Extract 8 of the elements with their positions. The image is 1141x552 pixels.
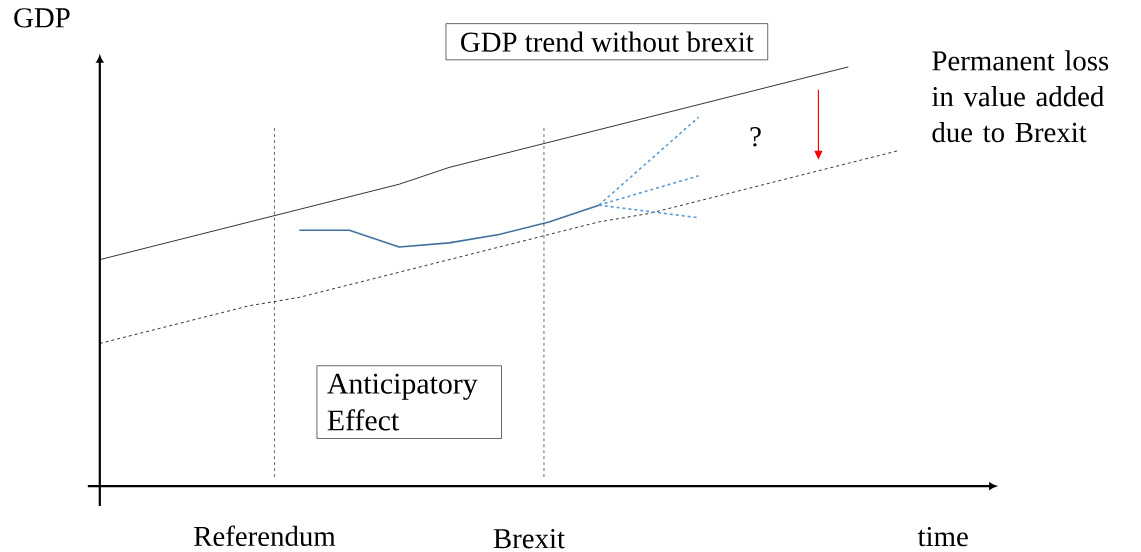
- annotation: Permanent loss in value added due to Brexit: [932, 50, 1109, 143]
- text: Referendum: [194, 525, 336, 547]
- x-axis-title: time: [917, 527, 968, 547]
- text: GDP trend without brexit: [461, 31, 754, 53]
- text: Brexit: [493, 529, 565, 549]
- y-axis-title: GDP: [14, 8, 70, 28]
- annotation: ?: [750, 127, 761, 147]
- annotation: Anticipatory Effect: [327, 373, 478, 431]
